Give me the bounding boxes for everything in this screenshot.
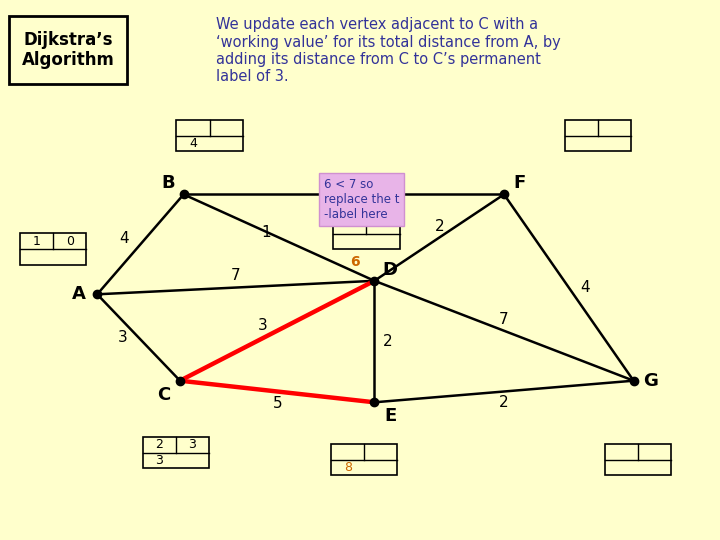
Text: 4: 4 [120,232,130,246]
Bar [331,444,397,475]
Text: 0: 0 [66,234,74,248]
Text: Dijkstra’s
Algorithm: Dijkstra’s Algorithm [22,31,114,69]
Bar [143,437,209,468]
Bar [565,120,631,151]
Text: 4: 4 [339,176,348,191]
Text: 4: 4 [580,280,590,295]
Text: B: B [161,173,174,192]
Text: 5: 5 [272,396,282,411]
Text: 4: 4 [189,137,197,150]
Text: G: G [644,372,658,390]
Text: F: F [513,173,526,192]
Text: 7: 7 [231,268,240,283]
Text: 3: 3 [118,330,127,345]
Text: 3: 3 [156,454,163,467]
Bar [333,218,400,249]
Text: A: A [72,285,86,303]
Text: 3: 3 [189,438,196,451]
Bar [20,233,86,265]
Bar [9,16,127,84]
Text: E: E [384,407,397,426]
Text: 6 < 7 so
replace the t
-label here: 6 < 7 so replace the t -label here [324,178,400,221]
Text: 2: 2 [434,219,444,234]
Text: 3: 3 [258,318,268,333]
Text: We update each vertex adjacent to C with a
‘working value’ for its total distanc: We update each vertex adjacent to C with… [216,17,561,84]
Text: 2: 2 [156,438,163,451]
Text: 8: 8 [343,461,352,474]
Bar [605,444,671,475]
Text: C: C [158,386,171,404]
Text: 2: 2 [499,395,509,410]
Text: D: D [383,261,397,279]
Bar [176,120,243,151]
Text: 7: 7 [499,313,509,327]
Text: 2: 2 [382,334,392,349]
Text: 1: 1 [261,225,271,240]
Text: 1: 1 [33,234,40,248]
Text: 6: 6 [350,255,360,269]
